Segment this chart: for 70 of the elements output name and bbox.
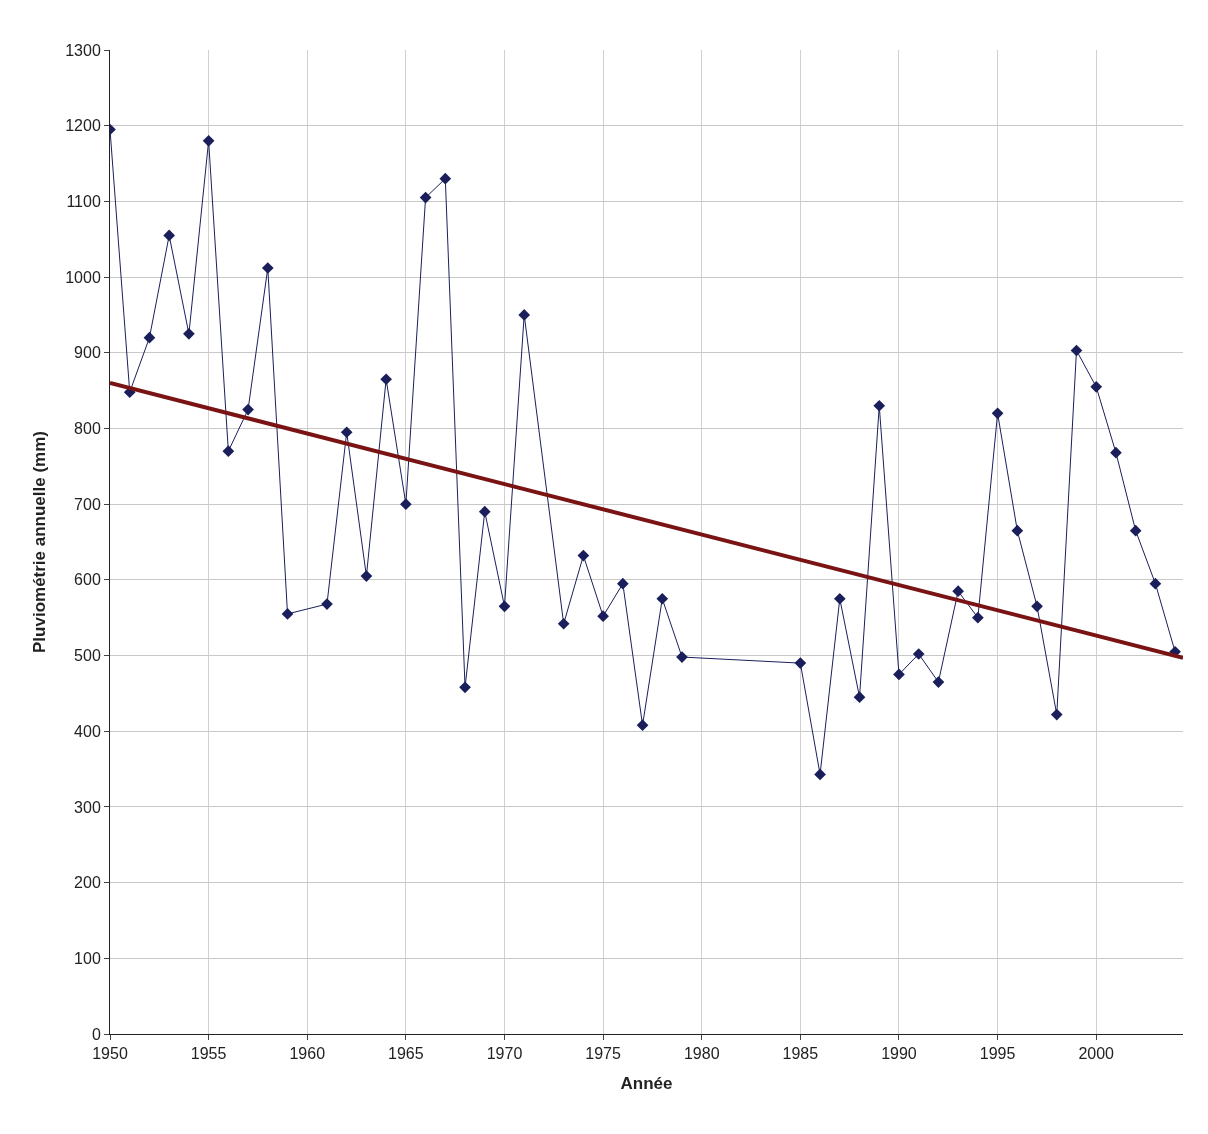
y-tick-label: 100	[74, 949, 101, 967]
point	[833, 592, 846, 605]
x-axis-title: Année	[620, 1073, 673, 1093]
point	[853, 691, 866, 704]
point	[912, 648, 925, 660]
point	[952, 585, 964, 598]
point	[577, 549, 590, 562]
y-tick-label: 400	[74, 722, 101, 740]
y-tick-label: 900	[74, 344, 101, 362]
point	[478, 505, 491, 518]
point	[380, 373, 392, 386]
y-tick-label: 800	[74, 420, 101, 438]
point	[281, 608, 294, 620]
point	[1031, 600, 1043, 613]
point	[656, 592, 669, 605]
x-tick-label: 1985	[782, 1045, 819, 1063]
point	[459, 681, 471, 694]
x-tick-label: 2000	[1078, 1045, 1115, 1063]
point	[794, 657, 807, 669]
y-tick-label: 0	[91, 1025, 101, 1043]
x-tick-label: 1965	[388, 1045, 424, 1063]
point	[972, 611, 984, 624]
y-tick-label: 300	[74, 798, 101, 816]
y-tick-label: 1200	[65, 117, 101, 135]
point	[261, 262, 274, 274]
x-tick-label: 1990	[881, 1045, 917, 1063]
point	[557, 617, 570, 630]
point	[1129, 524, 1142, 537]
point	[498, 600, 511, 613]
point	[222, 445, 235, 458]
point	[597, 610, 609, 623]
y-tick-label: 200	[74, 874, 101, 892]
x-tick-label: 1950	[92, 1045, 128, 1063]
y-tick-label: 1000	[65, 268, 101, 286]
point	[1070, 344, 1083, 357]
point	[143, 331, 156, 344]
point	[932, 676, 945, 688]
point	[202, 134, 215, 147]
y-tick-label: 1300	[65, 41, 101, 59]
point	[873, 399, 886, 412]
point	[1149, 577, 1162, 590]
point	[1090, 380, 1103, 393]
x-tick-label: 1960	[289, 1045, 326, 1063]
point	[616, 577, 629, 590]
point	[439, 172, 452, 185]
point	[1110, 446, 1122, 459]
point	[1011, 524, 1024, 537]
y-tick-label: 500	[74, 647, 101, 665]
x-tick-label: 1995	[979, 1045, 1016, 1063]
point	[518, 309, 531, 321]
x-tick-label: 1970	[486, 1045, 523, 1063]
x-tick-label: 1975	[585, 1045, 622, 1063]
y-axis-title: Pluviométrie annuelle (mm)	[29, 431, 49, 653]
x-tick-label: 1955	[190, 1045, 227, 1063]
point	[340, 426, 353, 439]
y-tick-label: 1100	[66, 192, 101, 210]
point	[360, 570, 373, 582]
point	[893, 668, 905, 681]
point	[419, 191, 432, 204]
point	[183, 328, 195, 340]
point	[242, 403, 254, 416]
point	[991, 407, 1004, 420]
point	[163, 229, 176, 242]
point	[636, 719, 649, 732]
point	[1050, 708, 1063, 721]
y-tick-label: 600	[74, 571, 101, 589]
point	[400, 498, 412, 510]
x-tick-label: 1980	[683, 1045, 720, 1063]
y-tick-label: 700	[74, 495, 101, 513]
point	[814, 768, 826, 781]
